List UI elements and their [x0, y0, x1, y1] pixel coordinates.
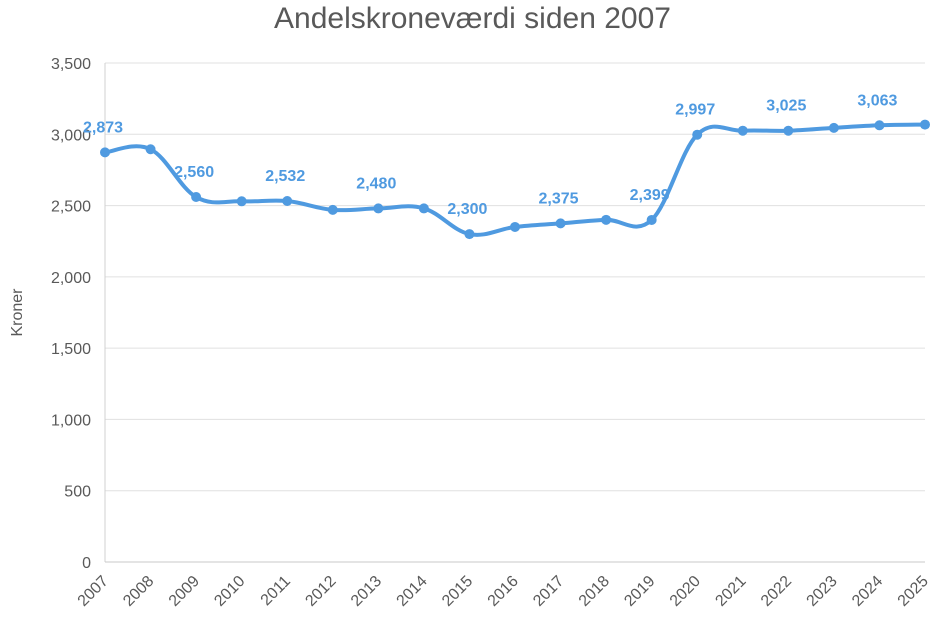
x-tick-label: 2022	[758, 573, 795, 610]
x-tick-label: 2023	[804, 573, 841, 610]
x-tick-label: 2013	[348, 573, 385, 610]
x-tick-label: 2008	[120, 573, 157, 610]
x-tick-label: 2018	[576, 573, 613, 610]
data-point	[828, 122, 839, 133]
data-point	[555, 218, 566, 229]
x-tick-label: 2016	[485, 573, 522, 610]
data-point	[327, 204, 338, 215]
x-tick-label: 2021	[712, 573, 749, 610]
x-tick-label: 2007	[75, 573, 112, 610]
data-point	[737, 125, 748, 136]
data-point	[510, 221, 520, 232]
x-tick-label: 2012	[302, 573, 339, 610]
y-tick-label: 1,000	[51, 412, 91, 429]
data-label: 3,063	[857, 92, 897, 109]
y-tick-label: 1,500	[51, 341, 91, 358]
data-point	[646, 214, 657, 225]
data-point	[373, 203, 384, 214]
data-point	[692, 129, 703, 140]
data-point	[236, 196, 247, 207]
data-point	[920, 119, 930, 130]
x-tick-label: 2009	[166, 573, 203, 610]
x-tick-label: 2025	[895, 573, 932, 610]
data-label: 2,300	[447, 201, 487, 218]
x-tick-label: 2011	[258, 573, 294, 609]
x-tick-label: 2010	[211, 573, 248, 610]
x-tick-label: 2017	[530, 573, 567, 610]
y-tick-label: 500	[64, 484, 91, 501]
data-label: 2,399	[630, 187, 670, 204]
y-tick-labels: 0 500 1,000 1,500 2,000 2,500 3,000 3,500	[51, 56, 91, 572]
y-tick-label: 2,500	[51, 199, 91, 216]
data-point	[418, 203, 429, 214]
data-label: 3,025	[766, 98, 806, 115]
data-label: 2,375	[539, 190, 579, 207]
chart-title: Andelskroneværdi siden 2007	[274, 2, 671, 35]
x-tick-label: 2015	[439, 573, 476, 610]
series-line	[103, 122, 927, 237]
y-axis-title: Kroner	[9, 288, 26, 337]
y-tick-label: 3,000	[51, 127, 91, 144]
data-label: 2,532	[265, 168, 305, 185]
data-label: 2,873	[83, 119, 123, 136]
data-label: 2,560	[174, 164, 214, 181]
data-point	[783, 125, 794, 136]
y-tick-label: 2,000	[51, 270, 91, 287]
data-point	[464, 229, 475, 240]
data-point	[145, 144, 156, 155]
data-point	[601, 214, 612, 225]
x-tick-label: 2024	[849, 573, 886, 610]
data-point	[282, 196, 293, 207]
data-point	[100, 147, 110, 158]
gridlines	[105, 62, 925, 492]
y-tick-label: 3,500	[51, 56, 91, 73]
x-tick-label: 2014	[394, 573, 431, 610]
data-point	[191, 192, 202, 203]
y-tick-label: 0	[82, 555, 91, 572]
x-tick-label: 2020	[667, 573, 704, 610]
data-label: 2,480	[356, 175, 396, 192]
x-tick-label: 2019	[621, 573, 658, 610]
data-labels: 2,873 2,560 2,532 2,480 2,300 2,375 2,399 2,997…	[83, 92, 898, 218]
data-points	[100, 119, 930, 240]
data-point	[874, 120, 885, 131]
data-label: 2,997	[675, 102, 715, 119]
x-tick-labels: 2007 2008 2009 2010 2011 2012 2013 2014 2015 2016…	[75, 573, 932, 610]
